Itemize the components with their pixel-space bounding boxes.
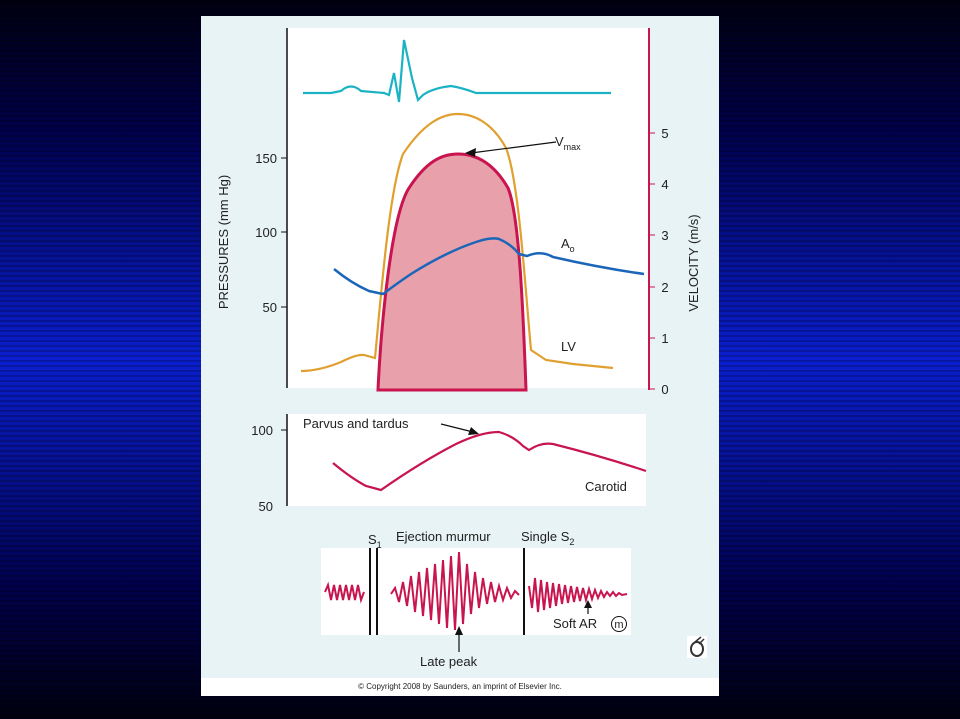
parvus-arrow-line — [440, 423, 474, 433]
right-tick-5: 5 — [661, 126, 668, 141]
right-tick-3: 3 — [661, 228, 668, 243]
right-tick-0: 0 — [661, 382, 668, 397]
soft-ar-circle — [611, 616, 627, 632]
carotid-trace — [332, 430, 647, 492]
ao-label: Ao — [561, 236, 575, 254]
figure-svg: 150 100 50 PRESSURES (mm Hg) 5 4 3 2 1 0 — [216, 28, 707, 669]
right-axis-ticks: 5 4 3 2 1 0 — [649, 126, 669, 397]
lv-pressure-trace — [300, 112, 614, 373]
murmur-plot-background — [321, 548, 631, 635]
vmax-arrow-line — [470, 141, 557, 154]
single-s2-label: Single S2 — [521, 529, 574, 547]
lv-label: LV — [561, 339, 576, 354]
left-axis-ticks: 150 100 50 — [255, 151, 287, 315]
velocity-envelope — [376, 152, 528, 392]
left-tick-50: 50 — [263, 300, 277, 315]
right-tick-2: 2 — [661, 280, 668, 295]
right-tick-1: 1 — [661, 331, 668, 346]
parvus-arrow-head — [468, 427, 479, 435]
aortic-pressure-trace — [333, 237, 645, 296]
soft-ar-waveform — [528, 577, 628, 613]
murmur-pre-s1 — [324, 581, 365, 604]
left-tick-150: 150 — [255, 151, 277, 166]
parvus-tardus-label: Parvus and tardus — [303, 416, 409, 431]
copyright-bar: © Copyright 2008 by Saunders, an imprint… — [201, 678, 719, 696]
figure-area: 150 100 50 PRESSURES (mm Hg) 5 4 3 2 1 0 — [201, 16, 719, 678]
soft-ar-arrow-head — [584, 600, 592, 608]
late-peak-arrow-head — [455, 626, 463, 635]
carotid-tick-50: 50 — [259, 499, 273, 514]
right-axis-label: VELOCITY (m/s) — [686, 214, 701, 311]
ejection-murmur-label: Ejection murmur — [396, 529, 491, 544]
slide-panel: 150 100 50 PRESSURES (mm Hg) 5 4 3 2 1 0 — [201, 16, 719, 696]
vmax-label: Vmax — [555, 134, 581, 152]
publisher-logo — [687, 636, 707, 658]
left-axis-label: PRESSURES (mm Hg) — [216, 175, 231, 309]
soft-ar-symbol: m — [614, 619, 623, 631]
ejection-murmur-waveform — [390, 551, 520, 631]
s1-label: S1 — [368, 532, 382, 550]
vmax-arrow-head — [465, 148, 476, 157]
soft-ar-label: Soft AR — [553, 616, 597, 631]
right-tick-4: 4 — [661, 177, 668, 192]
carotid-tick-100: 100 — [251, 423, 273, 438]
carotid-label: Carotid — [585, 479, 627, 494]
left-tick-100: 100 — [255, 225, 277, 240]
carotid-plot-background — [287, 414, 646, 506]
ecg-trace — [303, 39, 611, 103]
late-peak-label: Late peak — [420, 654, 478, 669]
